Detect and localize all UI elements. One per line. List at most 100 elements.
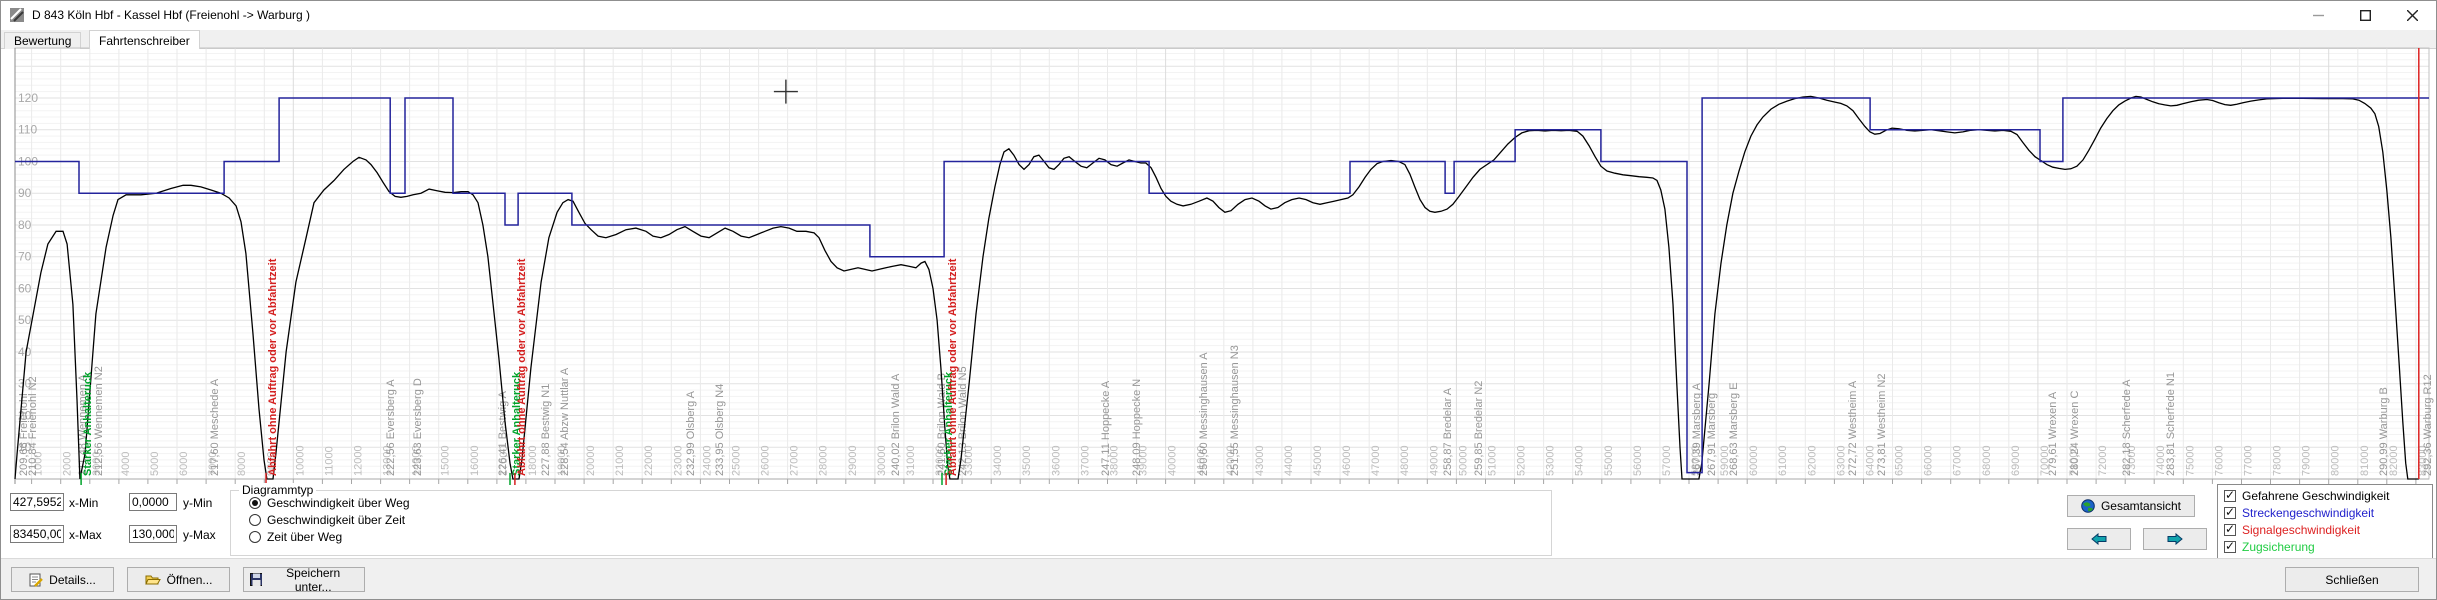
x-tick-label: 69000 xyxy=(2010,445,2022,476)
x-tick-label: 66000 xyxy=(1923,445,1935,476)
overview-button[interactable]: Gesamtansicht xyxy=(2067,495,2195,517)
floppy-disk-icon xyxy=(250,573,263,586)
x-tick-label: 11000 xyxy=(323,446,335,476)
x-tick-label: 43000 xyxy=(1254,445,1266,476)
station-label: 259,85 Bredelar N2 xyxy=(1473,381,1485,476)
station-label: 242,13 Brilon Wald N5 xyxy=(957,366,969,476)
close-dialog-button[interactable]: Schließen xyxy=(2285,567,2419,592)
y-min-input[interactable] xyxy=(129,493,177,511)
station-label: 258,87 Bredelar A xyxy=(1442,387,1454,476)
legend-item-train-protection[interactable]: Zugsicherung xyxy=(2224,539,2315,554)
open-button-label: Öffnen... xyxy=(166,572,213,587)
x-tick-label: 54000 xyxy=(1574,445,1586,476)
radio-label: Geschwindigkeit über Zeit xyxy=(267,513,406,527)
event-label: Abfahrt ohne Auftrag oder vor Abfahrtzei… xyxy=(516,258,528,476)
x-tick-label: 48000 xyxy=(1399,445,1411,476)
y-max-input[interactable] xyxy=(129,525,177,543)
station-label: 283,81 Scherfede N1 xyxy=(2165,372,2177,476)
x-tick-label: 31000 xyxy=(905,445,917,476)
x-tick-label: 73000 xyxy=(2126,445,2138,476)
scroll-right-button[interactable] xyxy=(2143,528,2207,550)
x-tick-label: 19000 xyxy=(556,445,568,476)
radio-time-over-distance[interactable]: Zeit über Weg xyxy=(249,530,342,544)
globe-icon xyxy=(2081,499,2095,513)
x-tick-label: 64000 xyxy=(1865,445,1877,476)
x-tick-label: 23000 xyxy=(672,445,684,476)
tab-fahrtenschreiber[interactable]: Fahrtenschreiber xyxy=(89,30,200,49)
legend-label: Signalgeschwindigkeit xyxy=(2242,523,2361,537)
x-tick-label: 29000 xyxy=(847,445,859,476)
details-button[interactable]: Details... xyxy=(11,567,114,592)
radio-speed-over-distance[interactable]: Geschwindigkeit über Weg xyxy=(249,496,410,510)
x-tick-label: 3000 xyxy=(91,452,103,476)
station-label: 212,56 Wennemen N2 xyxy=(93,366,105,476)
event-label: Starker Anhalteruck xyxy=(82,371,94,476)
x-tick-label: 14000 xyxy=(411,445,423,476)
station-label: 251,55 Messinghausen N3 xyxy=(1229,345,1241,476)
station-label: 280,24 Wrexen C xyxy=(2069,391,2081,476)
x-tick-label: 53000 xyxy=(1545,445,1557,476)
station-label: 223,63 Eversberg D xyxy=(412,378,424,476)
close-icon[interactable] xyxy=(2389,1,2436,30)
station-label: 226,41 Bestwig A xyxy=(497,390,509,476)
x-tick-label: 63000 xyxy=(1835,445,1847,476)
arrow-right-icon xyxy=(2167,533,2183,545)
legend-label: Gefahrene Geschwindigkeit xyxy=(2242,489,2390,503)
event-label: Starker Anhalteruck xyxy=(511,371,523,476)
maximize-icon[interactable] xyxy=(2342,1,2389,30)
save-button[interactable]: Speichern unter... xyxy=(243,566,365,594)
x-tick-label: 7000 xyxy=(207,452,219,476)
minimize-icon[interactable] xyxy=(2295,1,2342,30)
station-label: 227,88 Bestwig N1 xyxy=(540,384,552,476)
y-tick-label: 40 xyxy=(18,345,32,359)
window-title: D 843 Köln Hbf - Kassel Hbf (Freienohl -… xyxy=(32,8,310,22)
y-tick-label: 90 xyxy=(18,186,32,200)
station-label: 222,56 Eversberg A xyxy=(385,379,397,476)
x-tick-label: 15000 xyxy=(440,445,452,476)
open-button[interactable]: Öffnen... xyxy=(127,567,230,592)
station-label: 268,63 Marsberg E xyxy=(1728,382,1740,476)
folder-open-icon xyxy=(144,575,161,585)
x-tick-label: 13000 xyxy=(382,445,394,476)
x-tick-label: 67000 xyxy=(1952,445,1964,476)
station-label: 247,11 Hoppecke A xyxy=(1100,380,1112,476)
x-tick-label: 68000 xyxy=(1981,445,1993,476)
speed-distance-chart[interactable]: 1000 2000 3000 4000 5000 6000 7000 8000 9000 1000… xyxy=(1,1,2437,558)
station-label: 250,60 Messinghausen A xyxy=(1198,352,1210,476)
radio-speed-over-time[interactable]: Geschwindigkeit über Zeit xyxy=(249,513,405,527)
radio-icon xyxy=(249,514,261,526)
x-tick-label: 55000 xyxy=(1603,445,1615,476)
x-tick-label: 56000 xyxy=(1632,445,1644,476)
x-max-label: x-Max xyxy=(69,528,102,542)
arrow-left-icon xyxy=(2091,533,2107,545)
x-tick-label: 12000 xyxy=(353,445,365,476)
tab-bewertung[interactable]: Bewertung xyxy=(4,32,82,49)
x-tick-label: 77000 xyxy=(2243,445,2255,476)
x-tick-label: 82000 xyxy=(2388,445,2400,476)
radio-label: Zeit über Weg xyxy=(267,530,343,544)
scroll-left-button[interactable] xyxy=(2067,528,2131,550)
legend-label: Streckengeschwindigkeit xyxy=(2242,506,2375,520)
diagram-type-group: Diagrammtyp Geschwindigkeit über Weg Ges… xyxy=(230,483,1552,556)
station-label: 248,09 Hoppecke N xyxy=(1131,379,1143,476)
x-tick-label: 16000 xyxy=(469,445,481,476)
station-label: 273,81 Westheim N2 xyxy=(1876,373,1888,476)
x-tick-label: 51000 xyxy=(1487,445,1499,476)
x-min-input[interactable] xyxy=(10,493,64,511)
legend-item-track-speed[interactable]: Streckengeschwindigkeit xyxy=(2224,505,2375,520)
x-tick-label: 65000 xyxy=(1894,445,1906,476)
station-label: 290,99 Warburg B xyxy=(2378,387,2390,476)
x-tick-label: 35000 xyxy=(1021,445,1033,476)
x-tick-label: 72000 xyxy=(2097,445,2109,476)
x-tick-label: 20000 xyxy=(585,445,597,476)
x-max-input[interactable] xyxy=(10,525,64,543)
x-tick-label: 83000 xyxy=(2417,445,2429,476)
x-tick-label: 70000 xyxy=(2039,445,2051,476)
legend-item-driven-speed[interactable]: Gefahrene Geschwindigkeit xyxy=(2224,488,2390,503)
station-label: 267,91 Marsberg xyxy=(1706,393,1718,476)
x-tick-label: 62000 xyxy=(1806,445,1818,476)
legend-item-signal-speed[interactable]: Signalgeschwindigkeit xyxy=(2224,522,2361,537)
x-tick-label: 50000 xyxy=(1457,445,1469,476)
x-tick-label: 26000 xyxy=(760,445,772,476)
